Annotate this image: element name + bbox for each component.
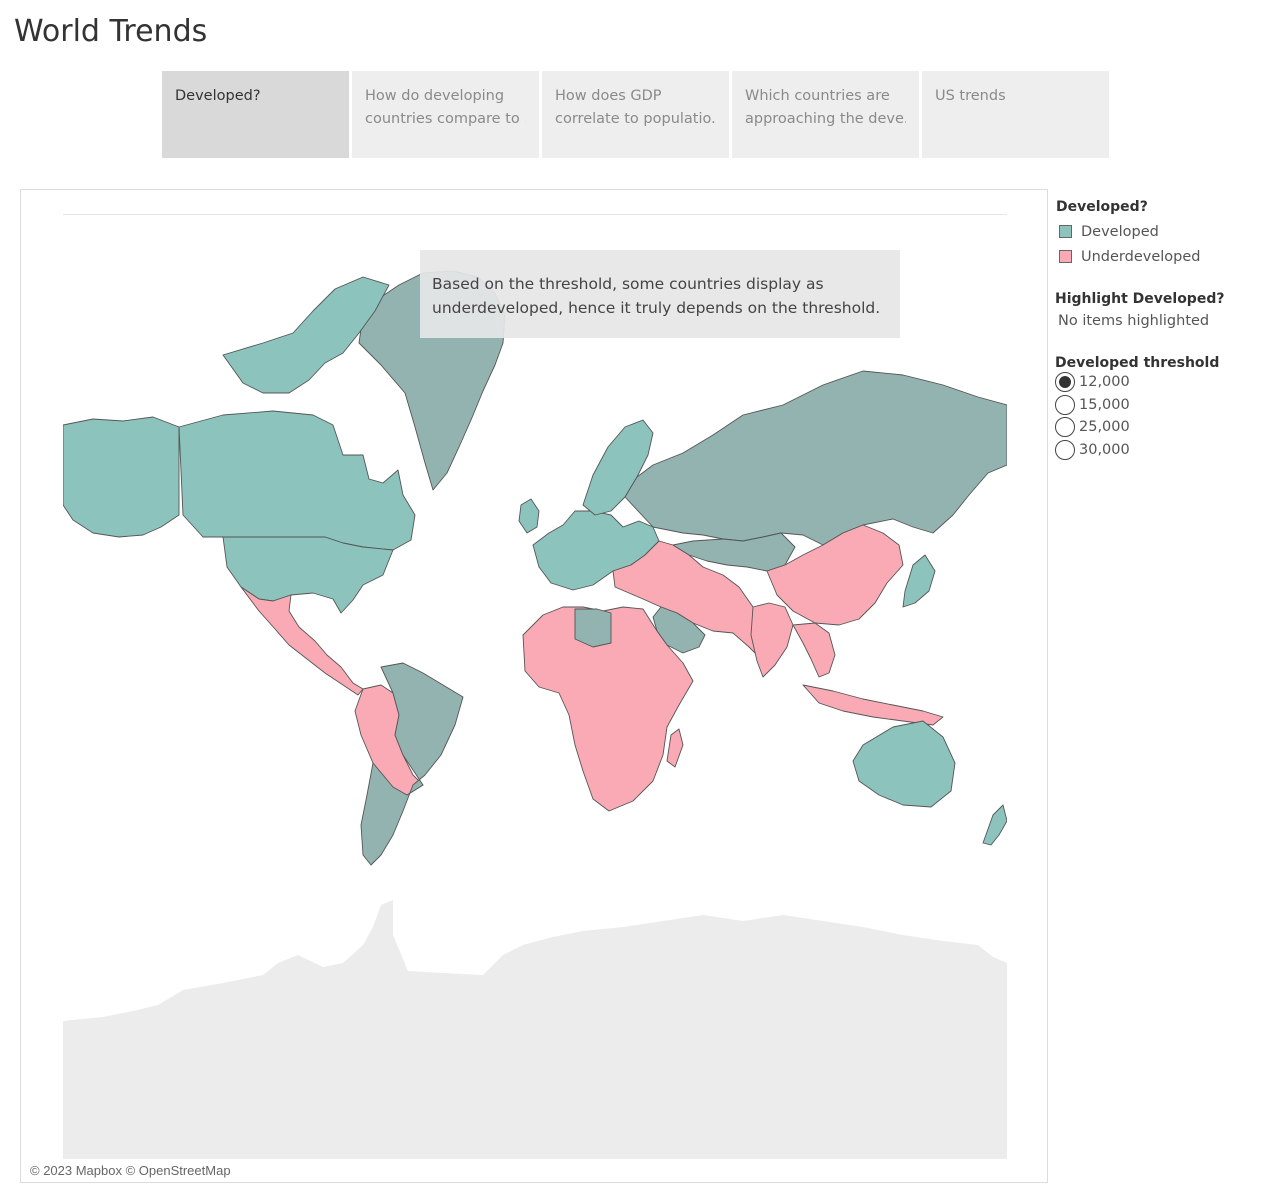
radio-icon[interactable] xyxy=(1055,394,1075,415)
russia-region[interactable] xyxy=(624,370,1007,546)
scandinavia-region[interactable] xyxy=(582,419,654,516)
story-tab-label: Developed? xyxy=(175,88,261,104)
radio-icon[interactable] xyxy=(1055,439,1075,460)
canada-region[interactable] xyxy=(178,410,416,551)
story-navigator: Developed? How do developing countries c… xyxy=(162,71,1110,158)
annotation-line: underdeveloped, hence it truly depends o… xyxy=(432,299,881,317)
story-tab-developing-compare[interactable]: How do developing countries compare to .… xyxy=(352,71,539,158)
map-container: Based on the threshold, some countries d… xyxy=(20,189,1048,1183)
story-tab-label: approaching the deve.. xyxy=(745,111,906,127)
legend-swatch xyxy=(1059,250,1072,263)
story-tab-gdp-population[interactable]: How does GDP correlate to populatio.. xyxy=(542,71,729,158)
legend-swatch xyxy=(1059,225,1072,238)
threshold-option-15000[interactable]: 15,000 xyxy=(1055,394,1265,417)
radio-icon[interactable] xyxy=(1055,417,1075,438)
threshold-title: Developed threshold xyxy=(1055,355,1220,371)
story-tab-label: Which countries are xyxy=(745,88,890,104)
mexico-central-america-region[interactable] xyxy=(240,586,364,696)
map-attribution[interactable]: © 2023 Mapbox © OpenStreetMap xyxy=(30,1163,231,1178)
page-title: World Trends xyxy=(14,14,208,49)
threshold-option-label: 25,000 xyxy=(1079,419,1130,436)
arctic-islands-region[interactable] xyxy=(222,276,390,394)
world-map[interactable] xyxy=(63,215,1007,1159)
indonesia-region[interactable] xyxy=(802,684,944,726)
threshold-option-label: 12,000 xyxy=(1079,374,1130,391)
australia-region[interactable] xyxy=(852,720,956,808)
threshold-option-12000[interactable]: 12,000 xyxy=(1055,371,1265,394)
legend-title: Developed? xyxy=(1056,199,1148,215)
side-panel: Developed? Developed Underdeveloped High… xyxy=(1055,199,1265,461)
highlight-title: Highlight Developed? xyxy=(1055,291,1225,307)
threshold-option-label: 30,000 xyxy=(1079,441,1130,458)
map-top-rule xyxy=(63,214,1007,215)
madagascar-region[interactable] xyxy=(666,728,684,768)
story-tab-us-trends[interactable]: US trends xyxy=(922,71,1109,158)
kazakhstan-region[interactable] xyxy=(672,532,796,572)
legend-label: Underdeveloped xyxy=(1081,248,1201,265)
annotation-line: Based on the threshold, some countries d… xyxy=(432,275,824,293)
legend-item-underdeveloped[interactable]: Underdeveloped xyxy=(1055,244,1265,269)
japan-korea-region[interactable] xyxy=(902,554,936,608)
china-region[interactable] xyxy=(766,524,904,626)
threshold-option-label: 15,000 xyxy=(1079,396,1130,413)
story-tab-approaching[interactable]: Which countries are approaching the deve… xyxy=(732,71,919,158)
usa-region[interactable] xyxy=(222,536,394,614)
uk-region[interactable] xyxy=(518,498,540,534)
threshold-option-25000[interactable]: 25,000 xyxy=(1055,416,1265,439)
radio-selected-icon[interactable] xyxy=(1055,372,1075,393)
brazil-southern-cone-region[interactable] xyxy=(360,662,464,866)
story-tab-label: correlate to populatio.. xyxy=(555,111,716,127)
map-annotation: Based on the threshold, some countries d… xyxy=(420,250,900,338)
story-tab-label: How do developing xyxy=(365,88,505,104)
india-southeast-asia-region[interactable] xyxy=(750,602,836,678)
antarctica-region xyxy=(63,900,1007,1159)
new-zealand-region[interactable] xyxy=(982,804,1007,846)
libya-region[interactable] xyxy=(574,608,612,648)
alaska-region[interactable] xyxy=(63,416,180,538)
story-tab-label: US trends xyxy=(935,88,1006,104)
story-tab-label: How does GDP xyxy=(555,88,662,104)
threshold-option-30000[interactable]: 30,000 xyxy=(1055,439,1265,462)
story-tab-developed[interactable]: Developed? xyxy=(162,71,349,158)
saudi-arabia-region[interactable] xyxy=(652,606,706,654)
highlight-value[interactable]: No items highlighted xyxy=(1058,313,1210,329)
legend-item-developed[interactable]: Developed xyxy=(1055,219,1265,244)
legend-label: Developed xyxy=(1081,223,1159,240)
europe-region[interactable] xyxy=(532,510,660,591)
story-tab-label: countries compare to .. xyxy=(365,111,526,127)
